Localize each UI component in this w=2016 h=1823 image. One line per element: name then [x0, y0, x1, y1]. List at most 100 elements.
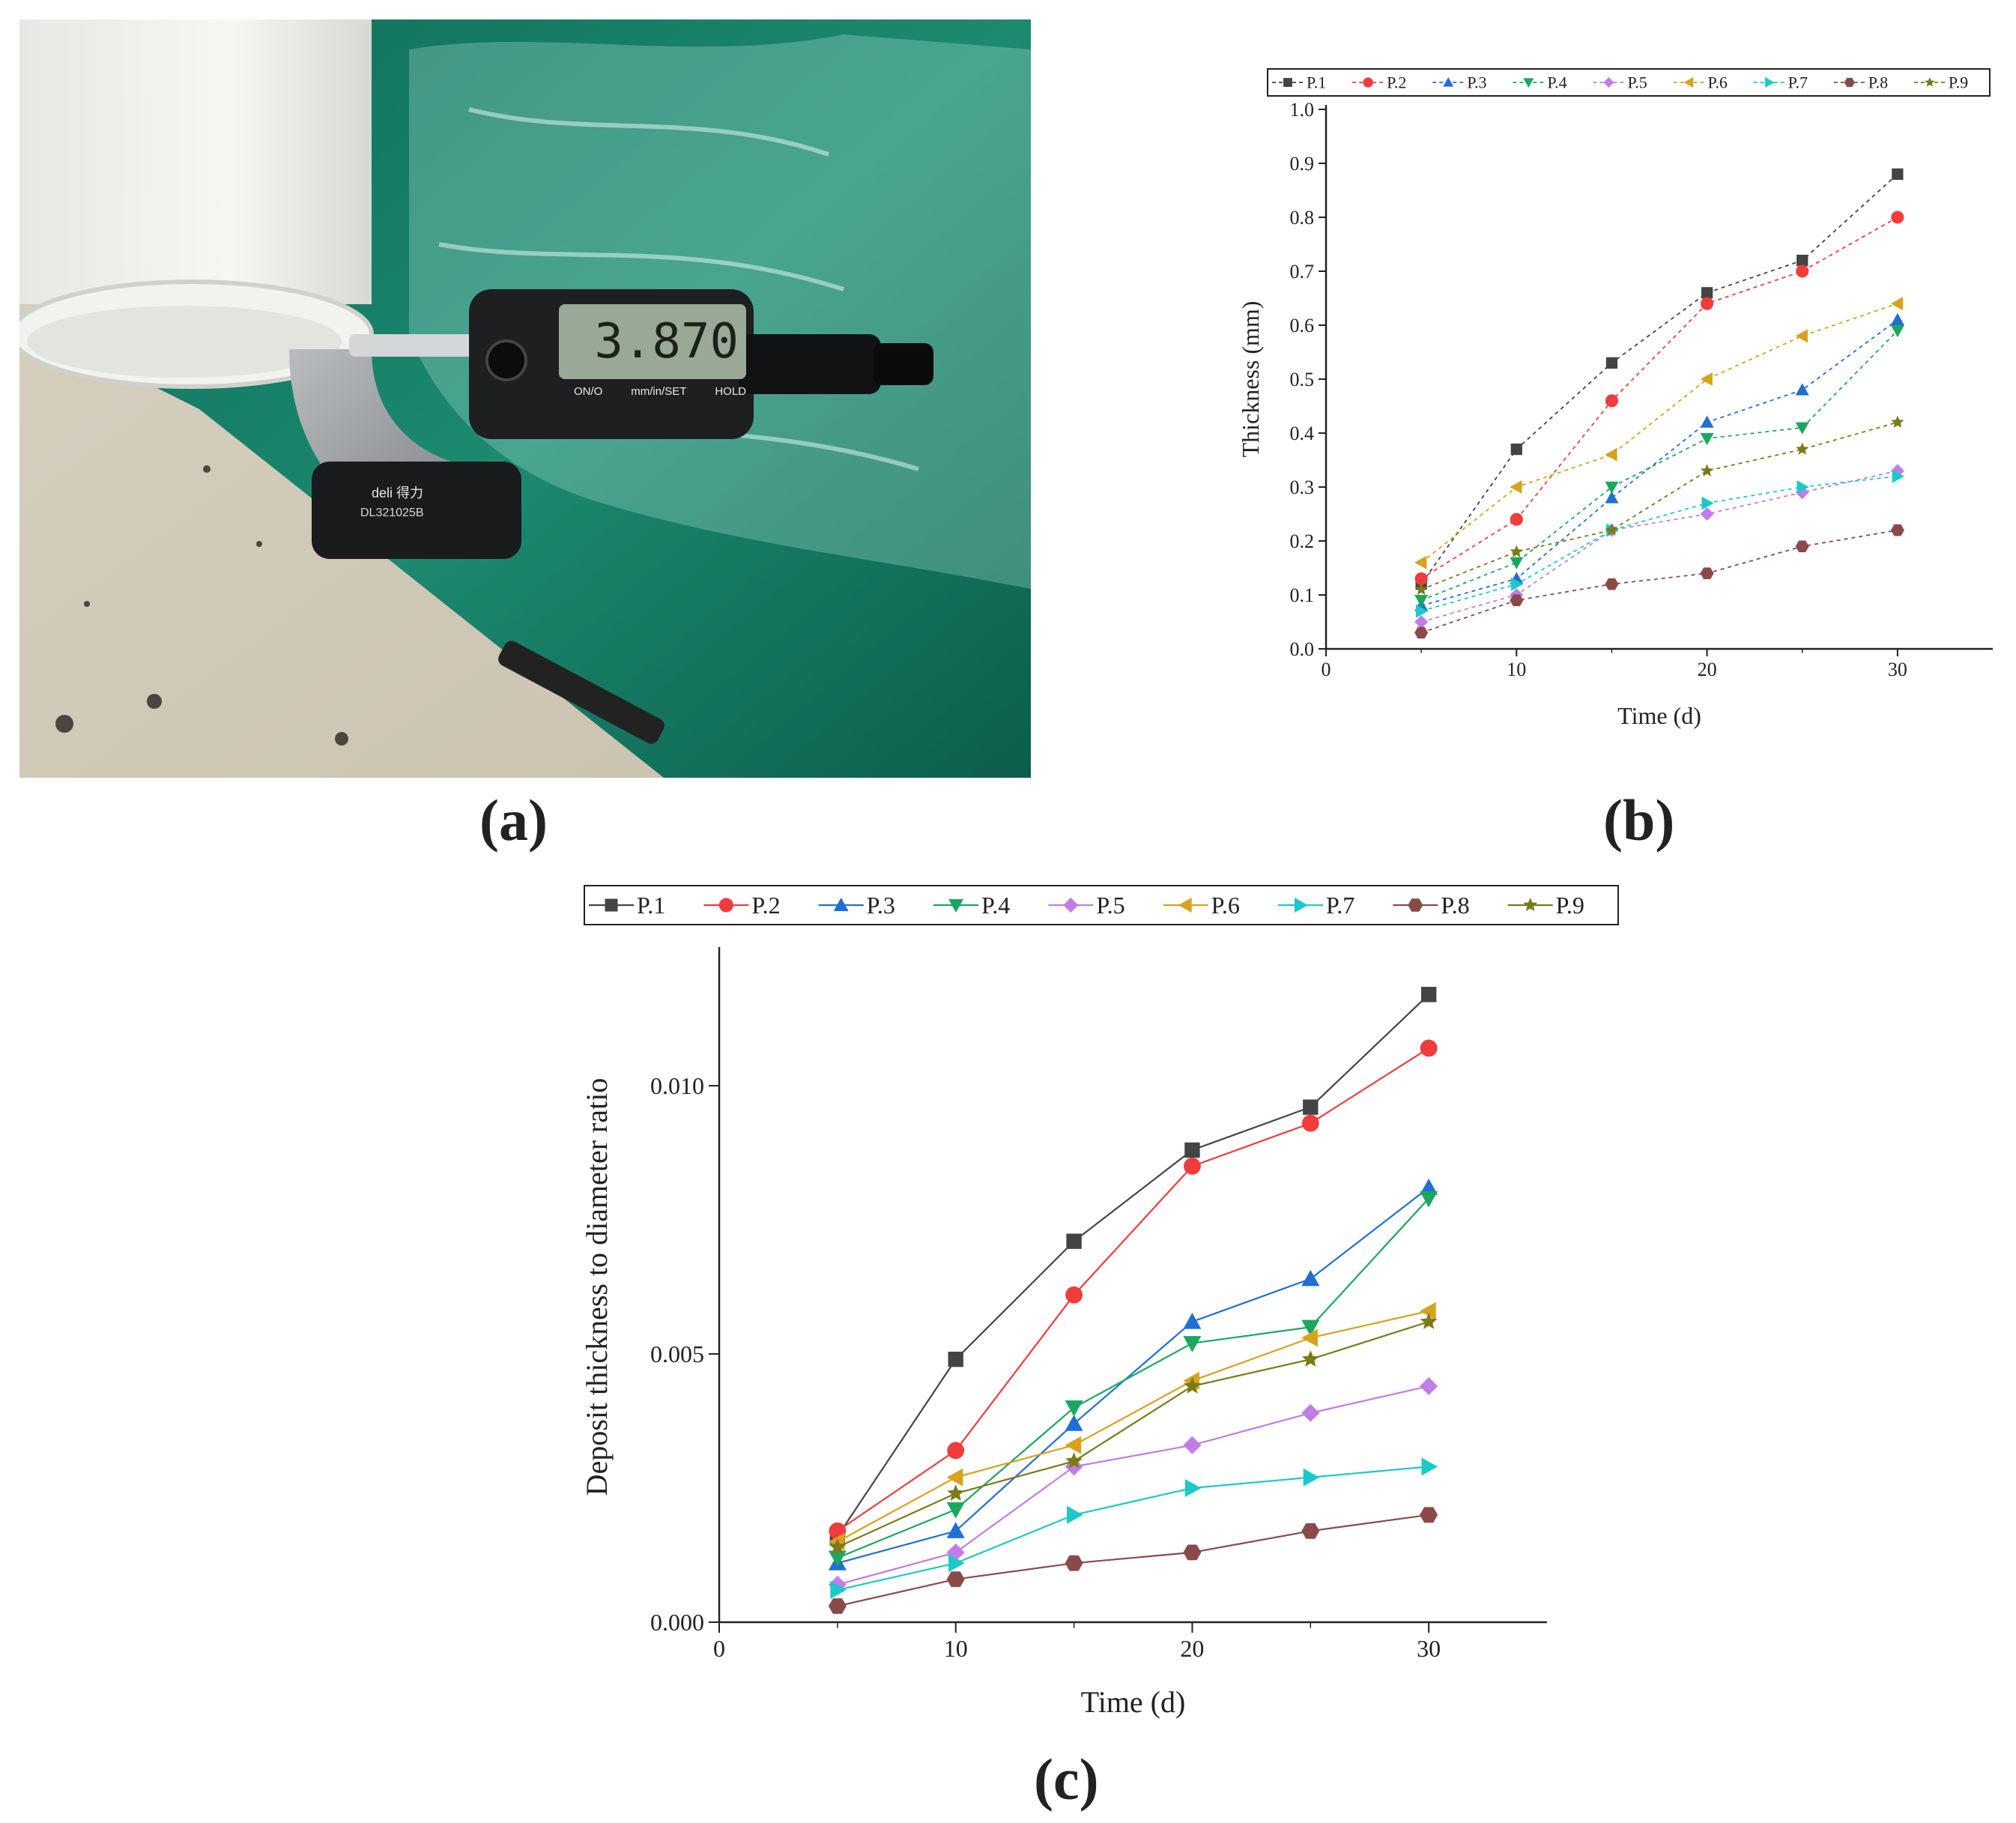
- legend-marker: [1295, 898, 1308, 913]
- series-P7: [1415, 469, 1904, 618]
- y-tick-label: 0.005: [650, 1340, 704, 1367]
- data-point: [1414, 615, 1429, 629]
- data-point: [1065, 1415, 1083, 1431]
- data-point: [1890, 297, 1904, 311]
- legend-marker: [1523, 78, 1534, 88]
- series-line: [1420, 319, 1898, 607]
- x-tick-label: 30: [1888, 659, 1907, 680]
- data-point: [830, 1581, 847, 1599]
- series-P4: [828, 1191, 1438, 1567]
- legend-item: P.7: [1753, 73, 1808, 92]
- data-point: [1796, 264, 1809, 278]
- brand-label: deli 得力: [372, 486, 424, 501]
- data-point: [1065, 1286, 1083, 1304]
- data-point: [1301, 1350, 1319, 1367]
- legend-marker: [718, 898, 733, 913]
- legend-label: P.3: [867, 892, 895, 919]
- chart-thickness-over-time: 0 10 20 30 0.0 0.1 0.2 0.3 0.4 0.5 0.6 0.7 0.8 0.9 1.0…: [1237, 68, 1993, 729]
- axes: 0 10 20 30 0.000 0.005 0.010: [650, 947, 1547, 1662]
- legend-label: P.8: [1868, 73, 1888, 92]
- legend-marker: [833, 898, 849, 911]
- data-point: [1420, 1507, 1438, 1523]
- lock-knob: [485, 339, 527, 381]
- pen: [498, 641, 665, 744]
- data-point: [1796, 442, 1809, 455]
- data-point: [1183, 1336, 1202, 1352]
- data-point: [1301, 1319, 1320, 1337]
- button-label-on-off: ON/O: [574, 385, 603, 398]
- y-tick-label: 0.3: [1290, 477, 1315, 498]
- data-point: [1303, 1468, 1320, 1487]
- x-tick-label: 0: [713, 1635, 725, 1662]
- lcd-reading: 3.870: [594, 314, 739, 369]
- y-tick-label: 0.0: [1290, 638, 1315, 660]
- x-axis-label: Time (d): [1081, 1685, 1186, 1719]
- micrometer-buttons: ON/O mm/in/SET HOLD: [574, 385, 746, 398]
- data-point: [1510, 513, 1523, 526]
- data-point: [1184, 1479, 1202, 1497]
- legend: P.1 P.2 P.3 P.4 P.5 P.6 P.7 P.8 P.9: [1267, 68, 1991, 97]
- data-point: [1420, 1302, 1436, 1320]
- series-line: [837, 1047, 1429, 1532]
- data-point: [1420, 987, 1437, 1003]
- data-point: [1065, 1400, 1083, 1417]
- data-point: [1414, 595, 1429, 608]
- series-line: [1420, 470, 1898, 623]
- data-point: [1510, 480, 1522, 494]
- series-P1: [1415, 168, 1904, 590]
- data-point: [1890, 524, 1904, 536]
- legend-label: P.4: [1547, 73, 1567, 92]
- x-tick-label: 20: [1180, 1635, 1204, 1662]
- y-axis-label: Deposit thickness to diameter ratio: [580, 1078, 614, 1496]
- y-tick-label: 0.2: [1290, 530, 1315, 552]
- y-tick-label: 0.7: [1290, 261, 1315, 282]
- data-point: [1301, 1269, 1320, 1287]
- y-tick-label: 0.000: [650, 1609, 704, 1636]
- data-point: [1890, 464, 1904, 478]
- data-point: [1184, 1377, 1201, 1394]
- data-point: [1414, 626, 1429, 639]
- legend-item: P.9: [1507, 892, 1584, 919]
- series-P6: [828, 1302, 1436, 1551]
- y-tick-label: 0.8: [1290, 207, 1315, 229]
- data-point: [1184, 1142, 1200, 1158]
- series-line: [1420, 330, 1898, 602]
- series-line: [837, 1310, 1429, 1543]
- legend-marker: [1844, 77, 1855, 88]
- legend-box: [584, 885, 1619, 925]
- data-point: [1183, 1313, 1202, 1329]
- data-point: [1421, 1457, 1438, 1476]
- series-line: [1420, 303, 1898, 563]
- micrometer-spindle: [349, 334, 476, 357]
- data-point: [1605, 394, 1618, 408]
- legend-item: P.3: [818, 892, 895, 919]
- legend-label: P.7: [1326, 892, 1354, 919]
- series-P5: [828, 1377, 1438, 1594]
- legend-marker: [1683, 77, 1694, 88]
- series-line: [1420, 475, 1898, 612]
- legend-item: P.5: [1593, 73, 1647, 92]
- data-point: [1415, 604, 1429, 618]
- data-point: [1605, 491, 1619, 504]
- legend-label: P.6: [1211, 892, 1240, 919]
- data-point: [1605, 578, 1619, 590]
- y-tick-label: 0.6: [1290, 315, 1315, 336]
- button-label-hold: HOLD: [715, 385, 746, 398]
- legend-label: P.5: [1627, 73, 1647, 92]
- legend-marker: [1443, 77, 1454, 87]
- data-point: [1301, 1114, 1319, 1132]
- data-point: [1795, 329, 1808, 343]
- data-point: [947, 1484, 965, 1501]
- panel-label-b: (b): [1603, 787, 1675, 853]
- legend-item: P.2: [703, 892, 781, 919]
- legend-marker: [1363, 77, 1373, 88]
- legend-marker: [1925, 77, 1935, 87]
- x-tick-label: 0: [1322, 659, 1331, 680]
- series-line: [837, 1514, 1429, 1607]
- legend-item: P.1: [1272, 73, 1326, 92]
- data-point: [1701, 464, 1714, 477]
- series-P8: [828, 1507, 1438, 1614]
- micrometer-grip: [312, 462, 521, 559]
- x-axis-label: Time (d): [1617, 702, 1701, 729]
- data-point: [1796, 254, 1808, 267]
